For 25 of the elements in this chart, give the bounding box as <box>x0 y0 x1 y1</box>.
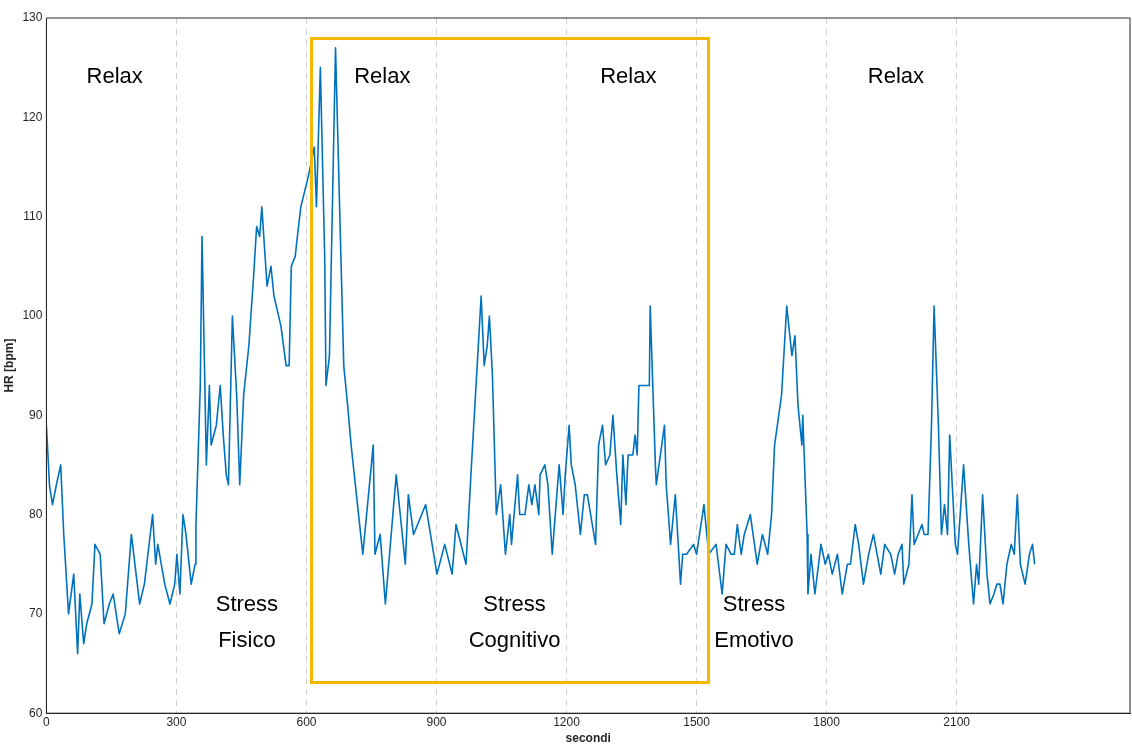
y-tick-label: 110 <box>23 208 43 223</box>
y-tick-label: 60 <box>29 705 43 720</box>
x-axis-title: secondi <box>565 731 611 746</box>
annotation: Stress Fisico <box>215 590 279 652</box>
y-tick-label: 70 <box>29 606 43 621</box>
y-tick-label: 90 <box>29 407 43 422</box>
x-tick-label: 2100 <box>943 714 971 729</box>
annotation: Relax <box>600 63 657 89</box>
x-tick-label: 900 <box>426 714 447 729</box>
x-tick-label: 1800 <box>813 714 841 729</box>
annotation: Relax <box>86 63 143 89</box>
y-axis-title: HR [bpm] <box>1 338 16 393</box>
annotation: Stress Cognitivo <box>468 590 561 652</box>
x-tick-label: 300 <box>166 714 187 729</box>
y-tick-label: 120 <box>22 109 43 124</box>
x-tick-label: 600 <box>296 714 317 729</box>
y-tick-label: 100 <box>22 308 43 323</box>
y-tick-label: 80 <box>29 506 43 521</box>
annotation: Relax <box>867 63 925 89</box>
annotation: Relax <box>354 63 411 89</box>
x-tick-label: 1500 <box>683 714 711 729</box>
x-tick-label: 0 <box>43 714 51 729</box>
annotation: Stress Emotivo <box>714 590 794 652</box>
x-tick-label: 1200 <box>553 714 581 729</box>
y-tick-label: 130 <box>22 10 43 25</box>
